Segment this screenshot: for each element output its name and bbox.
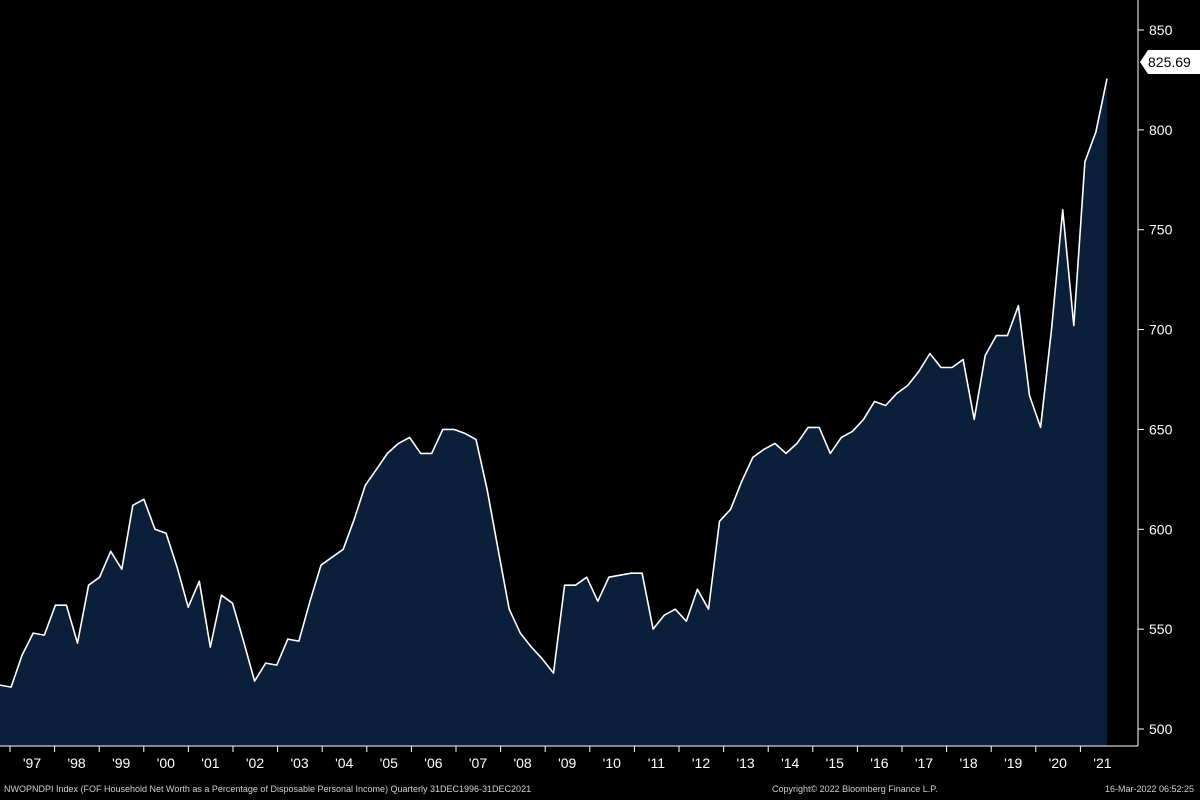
y-tick-label: 650 [1149,421,1173,437]
x-tick-label: '11 [648,755,665,771]
x-tick-label: '05 [380,755,398,771]
x-tick-label: '07 [469,755,487,771]
x-tick-label: '00 [157,755,175,771]
x-tick-label: '17 [915,755,933,771]
y-tick-label: 600 [1149,521,1173,537]
x-tick-label: '02 [246,755,264,771]
x-tick-label: '97 [23,755,41,771]
y-tick-label: 500 [1149,721,1173,737]
x-tick-label: '04 [335,755,353,771]
chart-svg: 500 550 600 650 700 750 800 850 '97 '98 '99 '00 '01… [0,0,1200,771]
x-tick-label: '12 [692,755,710,771]
x-tick-label: '09 [558,755,576,771]
x-tick-label: '08 [513,755,531,771]
y-axis: 500 550 600 650 700 750 800 850 [1137,0,1173,746]
series-area [0,78,1107,747]
x-tick-label: '99 [112,755,130,771]
y-tick-label: 550 [1149,621,1173,637]
series-line [0,78,1108,688]
footer: NWOPNDPI Index (FOF Household Net Worth … [0,780,1200,800]
last-value-tag [1140,50,1200,74]
x-tick-label: '03 [290,755,308,771]
x-tick-label: '19 [1004,755,1022,771]
y-tick-label: 750 [1149,222,1173,238]
x-tick-label: '98 [67,755,85,771]
x-tick-label: '15 [826,755,844,771]
area-layer [0,78,1108,747]
x-tick-label: '16 [870,755,888,771]
x-tick-label: '10 [603,755,621,771]
x-tick-label: '21 [1093,755,1111,771]
x-tick-label: '18 [959,755,977,771]
y-tick-label: 850 [1149,22,1173,38]
last-value-layer: 825.69 [1140,50,1200,74]
last-value-label: 825.69 [1148,54,1191,70]
x-tick-label: '20 [1049,755,1067,771]
x-axis: '97 '98 '99 '00 '01 '02 '03 '04 '05 '06 '07 '08 '09 '… [0,745,1138,771]
footer-ticker: NWOPNDPI Index (FOF Household Net Worth … [4,784,532,794]
x-tick-label: '13 [736,755,754,771]
y-tick-label: 800 [1149,122,1173,138]
y-tick-label: 700 [1149,322,1173,338]
footer-copyright: Copyright© 2022 Bloomberg Finance L.P. [772,784,938,794]
x-tick-label: '06 [424,755,442,771]
x-tick-label: '14 [781,755,799,771]
footer-timestamp: 16-Mar-2022 06:52:25 [1104,784,1194,794]
x-tick-label: '01 [201,755,219,771]
